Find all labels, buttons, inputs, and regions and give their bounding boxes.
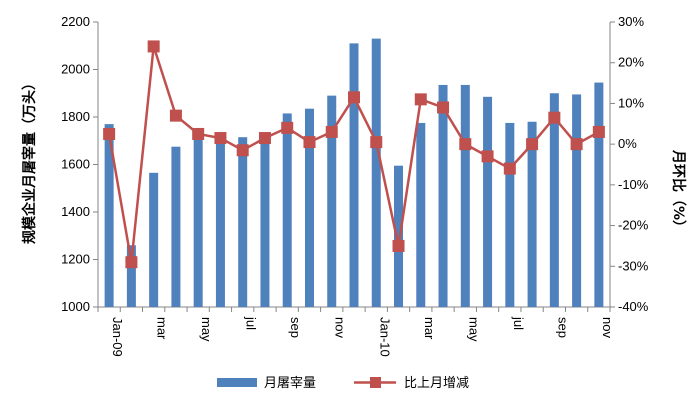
legend-bar-swatch bbox=[217, 378, 257, 387]
line-marker bbox=[103, 127, 116, 140]
bar bbox=[438, 84, 448, 307]
bar bbox=[572, 94, 582, 307]
x-tick-label: sep bbox=[555, 317, 570, 338]
bar bbox=[594, 82, 604, 307]
bar bbox=[505, 122, 515, 307]
bar bbox=[171, 146, 181, 307]
x-tick-label: mar bbox=[422, 317, 437, 340]
bar bbox=[193, 133, 203, 307]
bar bbox=[349, 43, 359, 307]
bar bbox=[394, 165, 404, 307]
line-marker bbox=[125, 256, 138, 269]
bar bbox=[483, 96, 493, 307]
x-tick-label: jul bbox=[244, 316, 259, 330]
bar bbox=[238, 137, 248, 307]
line-marker bbox=[570, 138, 583, 151]
bar bbox=[549, 93, 559, 307]
left-tick-label: 2200 bbox=[61, 14, 90, 29]
line-marker bbox=[526, 138, 539, 151]
left-tick-label: 1600 bbox=[61, 157, 90, 172]
line-marker bbox=[481, 150, 494, 163]
line-marker bbox=[437, 101, 450, 114]
bar-series bbox=[104, 38, 604, 307]
right-tick-label: 10% bbox=[618, 95, 644, 110]
right-tick-label: -10% bbox=[618, 177, 649, 192]
x-tick-label: mar bbox=[155, 317, 170, 340]
right-axis-title: 月环比（%） bbox=[670, 149, 687, 234]
line-marker bbox=[147, 40, 160, 53]
x-tick-label: Jan-10 bbox=[377, 317, 392, 357]
left-tick-label: 1000 bbox=[61, 299, 90, 314]
x-tick-label: may bbox=[199, 317, 214, 342]
x-tick-label: jul bbox=[511, 316, 526, 330]
line-marker bbox=[370, 136, 383, 149]
bar bbox=[282, 113, 292, 307]
bar bbox=[260, 132, 270, 307]
line-marker bbox=[392, 239, 405, 252]
line-marker bbox=[414, 93, 427, 106]
line-marker bbox=[348, 91, 360, 104]
bar bbox=[371, 38, 381, 307]
bar bbox=[416, 122, 426, 307]
legend-line-marker bbox=[370, 377, 381, 388]
left-axis-ticks: 1000 1200 1400 1600 1800 2000 2200 bbox=[61, 14, 98, 314]
bar bbox=[327, 95, 337, 307]
bar bbox=[149, 172, 159, 307]
right-axis-ticks: -40% -30% -20% -10% 0% 10% 20% 30% bbox=[610, 14, 649, 314]
right-tick-label: 30% bbox=[618, 14, 644, 29]
left-tick-label: 1800 bbox=[61, 109, 90, 124]
bar bbox=[215, 137, 225, 307]
left-tick-label: 1200 bbox=[61, 252, 90, 267]
x-tick-label: may bbox=[466, 317, 481, 342]
line-marker bbox=[592, 125, 605, 138]
bar bbox=[460, 84, 470, 307]
bar bbox=[527, 121, 537, 307]
line-marker bbox=[169, 109, 182, 122]
right-tick-label: -20% bbox=[618, 218, 649, 233]
bar bbox=[126, 245, 136, 307]
left-tick-label: 1400 bbox=[61, 204, 90, 219]
line-marker bbox=[325, 125, 338, 138]
right-tick-label: -30% bbox=[618, 258, 649, 273]
line-marker bbox=[236, 144, 249, 157]
line-marker bbox=[548, 111, 561, 124]
line-marker bbox=[303, 136, 316, 149]
left-axis-title: 规模企业月屠宰量（万头） bbox=[21, 76, 38, 244]
line-series bbox=[103, 40, 605, 269]
legend: 月屠宰量 比上月增减 bbox=[217, 375, 469, 391]
line-marker bbox=[192, 127, 205, 140]
x-axis-ticks: Jan-09 mar may jul sep nov Jan-10 mar may jul sep n… bbox=[97, 307, 615, 357]
line-marker bbox=[214, 132, 227, 145]
line-marker bbox=[258, 132, 271, 145]
bar bbox=[304, 108, 314, 307]
x-tick-label: nov bbox=[600, 317, 615, 338]
line-marker bbox=[281, 121, 294, 134]
right-tick-label: 0% bbox=[618, 136, 637, 151]
x-tick-label: nov bbox=[333, 317, 348, 338]
left-tick-label: 2000 bbox=[61, 62, 90, 77]
x-tick-label: sep bbox=[288, 317, 303, 338]
x-tick-label: Jan-09 bbox=[110, 317, 125, 357]
legend-bar-label: 月屠宰量 bbox=[264, 375, 316, 391]
line-marker bbox=[503, 162, 516, 175]
right-tick-label: -40% bbox=[618, 299, 649, 314]
legend-line-label: 比上月增减 bbox=[404, 376, 469, 391]
line-marker bbox=[459, 138, 472, 151]
bar bbox=[104, 124, 114, 307]
right-tick-label: 20% bbox=[618, 55, 644, 70]
